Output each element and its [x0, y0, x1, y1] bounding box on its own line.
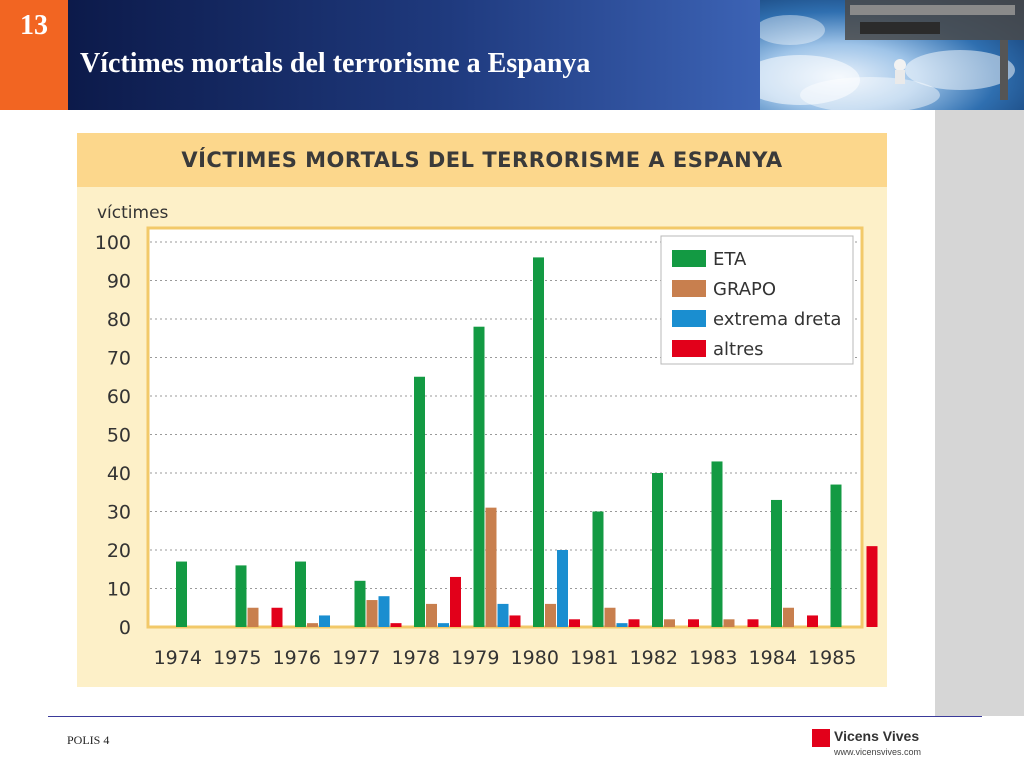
bar-altres-1978 — [450, 576, 461, 627]
slide-number: 13 — [0, 0, 68, 110]
legend-label-eta: ETA — [713, 249, 747, 270]
x-tick-label: 1975 — [213, 647, 261, 669]
legend-swatch-eta — [672, 250, 706, 267]
bar-eta-1977 — [354, 580, 366, 627]
x-tick-label: 1985 — [808, 647, 856, 669]
legend-swatch-altres — [672, 340, 706, 357]
bar-eta-1984 — [771, 499, 782, 627]
bar-extrema-dreta-1979 — [497, 603, 509, 627]
x-tick-label: 1976 — [273, 647, 321, 669]
bar-grapo-1980 — [545, 603, 556, 627]
chart-panel: VÍCTIMES MORTALS DEL TERRORISME A ESPANY… — [77, 133, 887, 687]
y-tick-label: 80 — [107, 309, 131, 331]
bar-grapo-1978 — [426, 603, 437, 627]
bar-grapo-1975 — [247, 607, 259, 627]
x-tick-label: 1981 — [570, 647, 618, 669]
y-tick-label: 90 — [107, 271, 131, 293]
bar-altres-1977 — [390, 623, 402, 627]
bar-altres-1975 — [271, 607, 283, 627]
x-tick-label: 1977 — [332, 647, 380, 669]
bar-altres-1982 — [688, 619, 699, 627]
title-bar: Víctimes mortals del terrorisme a Espany… — [68, 0, 760, 110]
space-station-image — [760, 0, 1024, 110]
legend-label-extrema-dreta: extrema dreta — [713, 309, 841, 330]
y-tick-label: 40 — [107, 463, 131, 485]
bar-altres-1979 — [509, 615, 521, 627]
bar-grapo-1983 — [723, 619, 735, 627]
bar-chart: víctimes 0 10 20 30 40 50 60 70 80 90 100 1974 1975 19… — [95, 203, 878, 669]
x-tick-label: 1984 — [749, 647, 797, 669]
bar-grapo-1984 — [783, 607, 794, 627]
footer-divider — [48, 716, 982, 717]
chart-title-band — [77, 133, 887, 187]
logo-name: Vicens Vives — [834, 728, 920, 744]
legend-swatch-grapo — [672, 280, 706, 297]
bar-eta-1982 — [652, 473, 663, 627]
legend-swatch-extrema-dreta — [672, 310, 706, 327]
y-axis-label: víctimes — [97, 203, 169, 223]
x-tick-label: 1978 — [392, 647, 440, 669]
slide-title: Víctimes mortals del terrorisme a Espany… — [80, 48, 591, 79]
bar-extrema-dreta-1978 — [438, 623, 449, 627]
legend-label-grapo: GRAPO — [713, 279, 776, 300]
publisher-logo: Vicens Vives www.vicensvives.com — [812, 727, 922, 761]
footer-label: POLIS 4 — [67, 733, 110, 747]
bar-extrema-dreta-1976 — [319, 615, 330, 627]
x-tick-label: 1979 — [451, 647, 499, 669]
bar-altres-1981 — [628, 619, 640, 627]
x-tick-label: 1983 — [689, 647, 737, 669]
y-tick-label: 70 — [107, 348, 131, 370]
side-strip — [935, 110, 1024, 716]
bar-eta-1985 — [830, 484, 842, 627]
bar-grapo-1981 — [604, 607, 616, 627]
bar-extrema-dreta-1980 — [557, 550, 568, 627]
bar-eta-1983 — [711, 461, 723, 627]
y-tick-label: 100 — [95, 232, 131, 254]
logo-url: www.vicensvives.com — [834, 747, 922, 757]
bar-eta-1981 — [592, 511, 604, 627]
y-tick-label: 50 — [107, 425, 131, 447]
space-station-photo — [760, 0, 1024, 110]
bar-grapo-1977 — [366, 600, 378, 627]
bar-eta-1979 — [473, 326, 485, 627]
bar-eta-1974 — [176, 561, 187, 627]
y-tick-label: 10 — [107, 579, 131, 601]
bar-altres-1984 — [807, 615, 818, 627]
legend-label-altres: altres — [713, 339, 764, 360]
bar-grapo-1982 — [664, 619, 675, 627]
y-tick-label: 0 — [119, 617, 131, 639]
x-tick-label: 1982 — [630, 647, 678, 669]
bar-eta-1978 — [414, 376, 425, 627]
y-tick-label: 60 — [107, 386, 131, 408]
bar-altres-1980 — [569, 619, 580, 627]
x-tick-label: 1980 — [511, 647, 559, 669]
bar-eta-1976 — [295, 561, 306, 627]
logo-icon — [812, 729, 830, 747]
bar-eta-1980 — [533, 257, 544, 627]
bar-eta-1975 — [235, 565, 247, 627]
bar-grapo-1976 — [307, 623, 318, 627]
bar-extrema-dreta-1981 — [616, 623, 628, 627]
y-tick-label: 30 — [107, 502, 131, 524]
bar-altres-1985 — [866, 546, 878, 627]
y-tick-label: 20 — [107, 540, 131, 562]
chart-title: VÍCTIMES MORTALS DEL TERRORISME A ESPANY… — [181, 148, 783, 172]
slide-header: 13 Víctimes mortals del terrorisme a Esp… — [0, 0, 1024, 110]
bar-extrema-dreta-1977 — [378, 596, 390, 627]
x-tick-label: 1974 — [154, 647, 202, 669]
bar-altres-1983 — [747, 619, 759, 627]
bar-grapo-1979 — [485, 507, 497, 627]
